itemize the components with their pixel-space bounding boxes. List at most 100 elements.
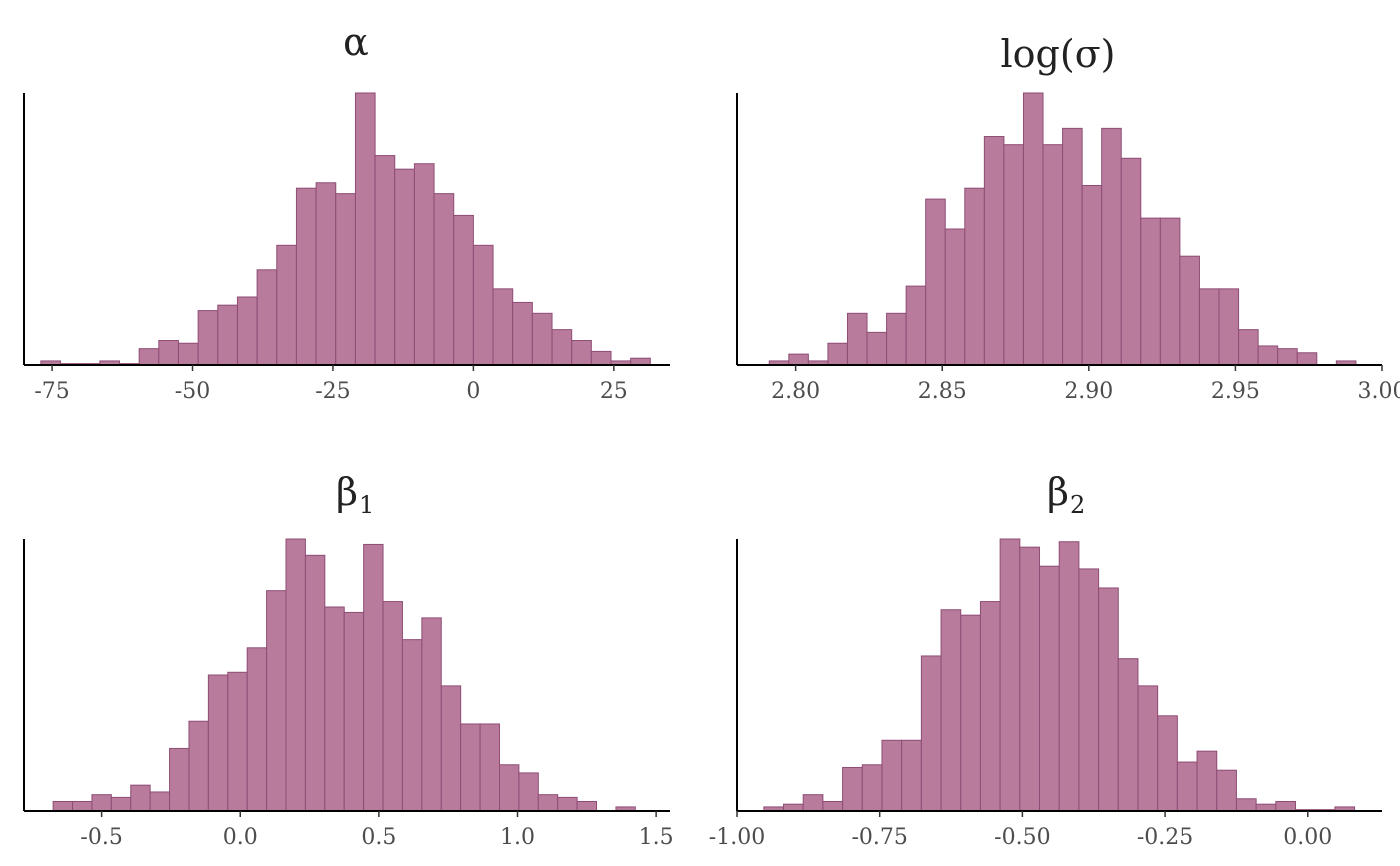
histogram-bar [266,590,287,812]
histogram-bar [905,285,927,366]
histogram-bar [1137,685,1159,812]
histogram-bar [531,312,553,366]
histogram-bar [788,353,809,366]
histogram-bar [1078,568,1100,812]
histogram-bar [440,685,462,812]
histogram-bar [866,331,888,366]
x-tick-label: 2.90 [1064,379,1113,404]
histogram-bar [1198,288,1220,366]
x-tick-label: -0.25 [1137,825,1193,850]
histogram-bar [492,288,514,366]
histogram-bar [1218,288,1240,366]
histogram-bar [285,538,306,812]
histogram-bar [964,187,985,366]
panel-log-sigma: 2.80 2.85 2.90 2.95 3.00 log(σ) [736,32,1400,404]
histogram-bar [979,601,1001,812]
histogram-bar [944,228,966,366]
histogram-bar [354,92,376,366]
histogram-bar [324,606,345,812]
histogram-bar [453,214,474,366]
histogram-bar [1296,352,1318,366]
panel-title-beta-2: β [1047,470,1069,514]
histogram-bar [197,310,219,366]
x-tick-label: 0.5 [361,825,396,850]
histogram-bar [421,617,442,812]
histogram-bar [1120,157,1142,366]
histogram-bar [1003,144,1024,366]
histogram-bar [518,772,539,812]
histogram-bar [537,794,559,812]
histogram-bar [1159,217,1181,366]
histogram-bar [110,796,132,812]
histogram-bar [177,342,199,366]
histogram-bar [1039,565,1060,812]
x-tick-label: -0.75 [851,825,907,850]
histogram-bar [1117,658,1139,812]
histogram-bar [130,784,151,812]
histogram-bar [188,720,209,812]
histogram-bar [433,193,455,366]
histogram-bar [940,609,962,812]
panel-title-subscript: 2 [1070,491,1085,519]
histogram-bar [1101,127,1122,366]
panel-alpha: -75 -50 -25 0 25 α [23,20,670,404]
histogram-bar [236,296,258,366]
histogram-bar [827,342,848,366]
histogram-bar [382,601,403,812]
histogram-bar [1275,800,1297,812]
histogram-bar [472,244,494,366]
panel-title-subscript: 1 [359,491,374,519]
x-tick-label: 0.00 [1283,825,1332,850]
histogram-bar [158,340,179,366]
x-tick-label: -0.5 [80,825,122,850]
histogram-bar [886,312,907,366]
histogram-bar [901,739,922,812]
histogram-bar [401,639,423,812]
histogram-bar [374,155,396,366]
histogram-bar [1257,345,1279,366]
x-tick-label: 25 [600,379,628,404]
histogram-bar [460,723,481,812]
histogram-bar [169,747,190,812]
histogram-bar [304,554,326,812]
histogram-bar [207,674,229,812]
histogram-bar [846,312,868,366]
histogram-bar [576,800,598,812]
histogram-bar [557,796,578,812]
panel-title-log-sigma: log(σ) [1001,32,1116,76]
histogram-bar [571,340,592,366]
histogram-bar [802,794,824,812]
histogram-bar [881,739,903,812]
histogram-bar [413,163,435,366]
histogram-bar [1019,546,1041,812]
histogram-bar [842,766,863,812]
histogram-bar [315,182,337,366]
histogram-bar [551,329,573,366]
histogram-bar [1255,803,1277,812]
histogram-bar [1277,348,1298,366]
histogram-bar [1176,761,1198,812]
x-tick-label: 0.0 [223,825,258,850]
histogram-bar [1196,750,1218,812]
histogram-bar [960,614,981,812]
histogram-bar [925,198,946,366]
histogram-bar [394,168,415,366]
histogram-bar [256,269,278,366]
histogram-bar [149,791,171,812]
x-tick-label: 2.95 [1211,379,1260,404]
histogram-bar [217,304,238,366]
x-tick-label: 0 [466,379,480,404]
x-tick-label: -1.00 [709,825,765,850]
x-tick-label: 1.0 [500,825,535,850]
x-tick-label: 3.00 [1358,379,1400,404]
histogram-bar [1216,769,1237,812]
histogram-bar [52,800,74,812]
histogram-bar [822,800,844,812]
histogram-bar [920,655,942,812]
panel-title-beta-1: β [336,470,358,514]
histogram-bar [861,764,883,812]
histogram-bar [783,803,804,812]
histogram-bar [335,193,356,366]
histogram-bar [1058,541,1080,812]
